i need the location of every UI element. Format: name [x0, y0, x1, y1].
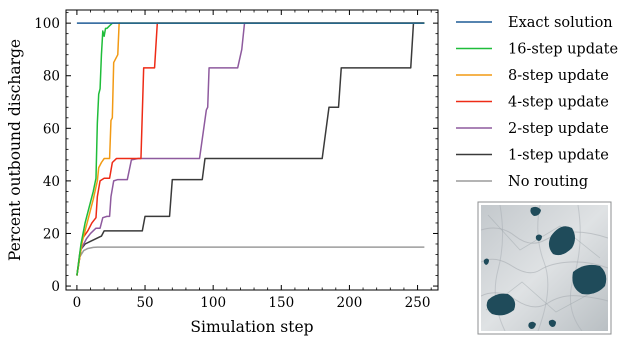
legend-entry: No routing: [456, 174, 588, 190]
plot-area: [76, 22, 425, 276]
y-tick-label: 20: [43, 226, 60, 242]
legend-entry: Exact solution: [456, 15, 613, 31]
inset-map-image: [477, 201, 612, 335]
y-tick-label: 60: [43, 121, 60, 137]
legend-label: No routing: [508, 174, 588, 190]
series-line-16-step-update: [76, 22, 425, 276]
x-axis-label: Simulation step: [190, 318, 313, 336]
y-tick-label: 40: [43, 174, 60, 190]
legend: Exact solution 16-step update 8-step updat…: [456, 15, 618, 190]
series-line-no-routing: [76, 246, 425, 276]
series-line-4-step-update: [76, 22, 425, 276]
legend-entry: 1-step update: [456, 148, 609, 164]
x-tick-label: 100: [200, 295, 226, 311]
y-axis-label: Percent outbound discharge: [6, 39, 24, 261]
x-tick-label: 50: [136, 295, 153, 311]
legend-entry: 4-step update: [456, 95, 609, 111]
legend-label: 2-step update: [508, 121, 609, 137]
series-line-2-step-update: [76, 22, 425, 276]
legend-label: Exact solution: [508, 15, 613, 31]
legend-entry: 2-step update: [456, 121, 609, 137]
series-line-8-step-update: [76, 22, 425, 276]
legend-entry: 16-step update: [456, 42, 618, 58]
plot-frame: [65, 9, 439, 291]
series-line-1-step-update: [76, 22, 425, 276]
legend-label: 1-step update: [508, 148, 609, 164]
legend-label: 4-step update: [508, 95, 609, 111]
water-bodies: [483, 206, 607, 329]
x-tick-label: 150: [268, 295, 294, 311]
legend-entry: 8-step update: [456, 68, 609, 84]
y-tick-label: 0: [51, 279, 60, 295]
x-tick-label: 0: [73, 295, 82, 311]
x-tick-label: 250: [405, 295, 431, 311]
y-tick-label: 100: [34, 16, 60, 32]
legend-label: 8-step update: [508, 68, 609, 84]
legend-label: 16-step update: [508, 42, 618, 58]
x-tick-label: 200: [337, 295, 363, 311]
y-tick-label: 80: [43, 69, 60, 85]
axes: 0 50 100 150 200 250 0 20 40 60 80 100 Simulation st…: [6, 9, 439, 336]
